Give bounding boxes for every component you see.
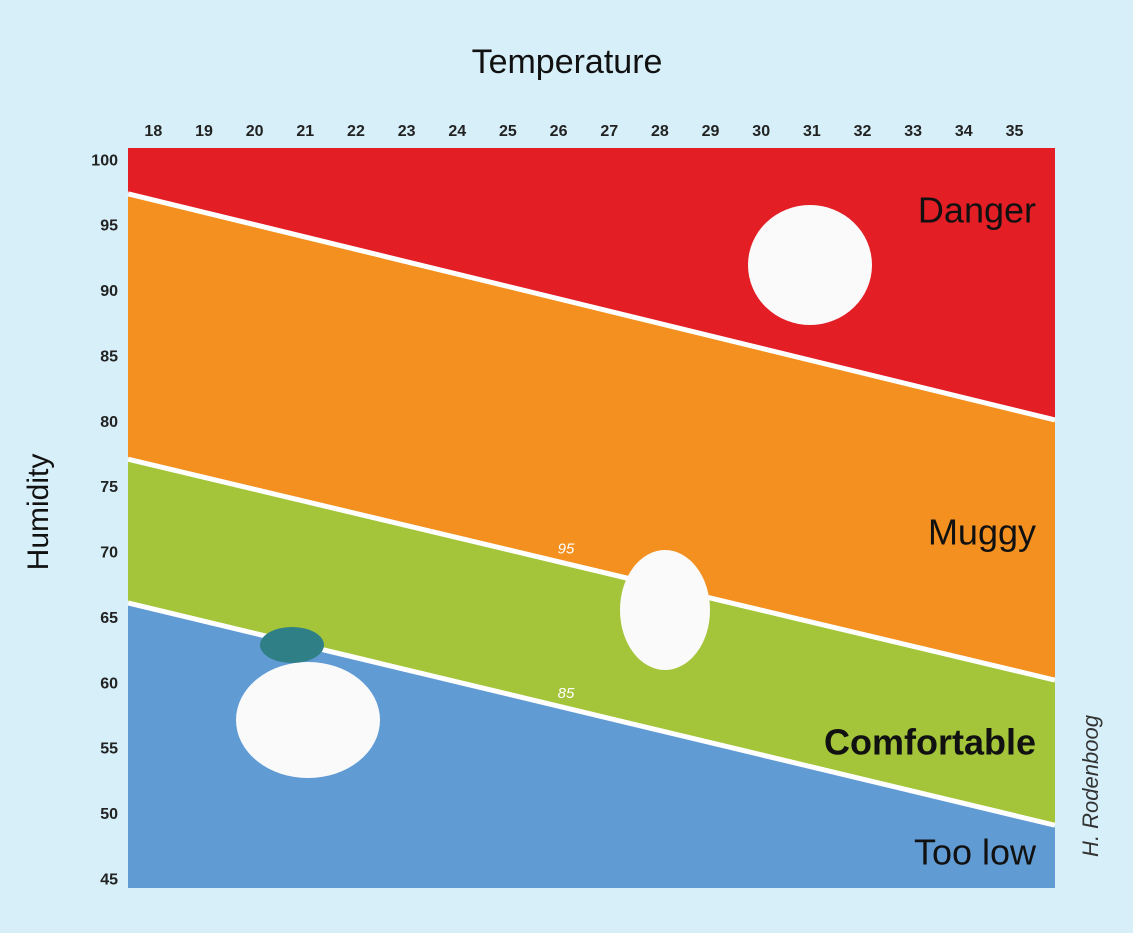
x-tick-label: 23 — [398, 123, 416, 140]
x-tick-label: 19 — [195, 123, 213, 140]
x-tick-label: 33 — [904, 123, 922, 140]
boundary-line — [127, 191, 1056, 423]
boundary-label: 95 — [558, 541, 575, 558]
x-tick-label: 34 — [955, 123, 973, 140]
x-tick-label: 20 — [246, 123, 264, 140]
y-tick-label: 50 — [100, 806, 118, 823]
y-tick-label: 75 — [100, 479, 118, 496]
boundary-line — [127, 456, 1056, 683]
zone — [128, 602, 1055, 888]
chicken — [236, 662, 380, 778]
y-tick-label: 60 — [100, 675, 118, 692]
y-tick-label: 85 — [100, 348, 118, 365]
zone-label: Comfortable — [824, 722, 1036, 763]
x-tick-label: 21 — [296, 123, 314, 140]
x-tick-label: 26 — [550, 123, 568, 140]
y-tick-label: 45 — [100, 871, 118, 888]
chicken — [748, 205, 872, 325]
zone-label: Danger — [918, 190, 1036, 231]
y-tick-label: 90 — [100, 283, 118, 300]
chicken — [620, 550, 710, 670]
y-axis-label: Humidity — [22, 454, 55, 571]
y-tick-label: 55 — [100, 741, 118, 758]
x-tick-label: 31 — [803, 123, 821, 140]
boundary-label: 85 — [558, 685, 575, 702]
x-tick-label: 29 — [702, 123, 720, 140]
credit: H. Rodenboog — [1078, 714, 1103, 857]
x-tick-label: 27 — [600, 123, 618, 140]
x-tick-label: 22 — [347, 123, 365, 140]
x-tick-label: 24 — [448, 123, 466, 140]
zone — [128, 193, 1055, 681]
plot: 95 85 — [127, 148, 1056, 888]
x-tick-label: 32 — [854, 123, 872, 140]
zone — [128, 459, 1055, 826]
x-tick-label: 35 — [1006, 123, 1024, 140]
x-tick-label: 18 — [144, 123, 162, 140]
y-tick-label: 80 — [100, 414, 118, 431]
chickens — [236, 205, 872, 778]
chicken-scarf — [260, 627, 324, 663]
chart-title: Temperature — [472, 43, 663, 81]
x-tick-label: 28 — [651, 123, 669, 140]
zone-label: Too low — [914, 832, 1037, 873]
y-tick-label: 95 — [100, 218, 118, 235]
x-tick-label: 30 — [752, 123, 770, 140]
x-tick-label: 25 — [499, 123, 517, 140]
y-tick-label: 100 — [91, 152, 118, 169]
y-tick-label: 70 — [100, 545, 118, 562]
zone-label: Muggy — [928, 512, 1036, 553]
y-tick-label: 65 — [100, 610, 118, 627]
